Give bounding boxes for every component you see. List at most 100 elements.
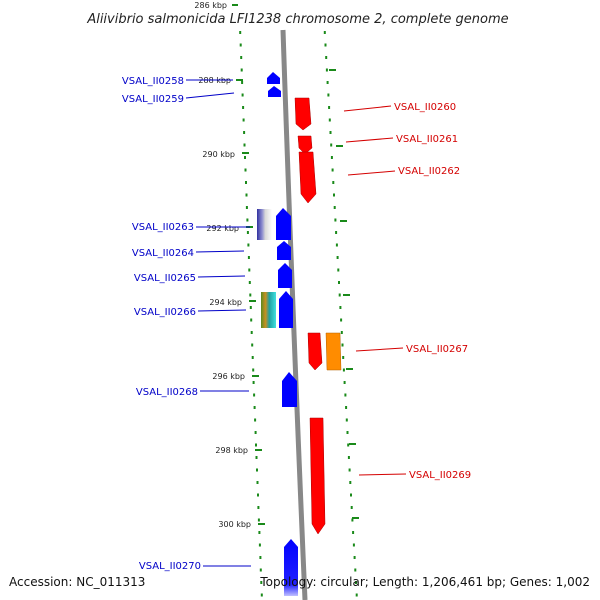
guide-dot-right <box>325 56 328 59</box>
guide-dot-right <box>351 518 354 522</box>
guide-dot-left <box>246 218 249 222</box>
leader-vsal-ii0259 <box>185 92 235 99</box>
guide-dot-left <box>240 56 243 59</box>
label-vsal-ii0260[interactable]: VSAL_II0260 <box>394 102 456 113</box>
gene-vsal-ii0270[interactable] <box>284 539 298 596</box>
gene-vsal-ii0268[interactable] <box>282 372 297 407</box>
gene-vsal-ii0269[interactable] <box>309 417 326 535</box>
leader-vsal-ii0261 <box>345 137 394 143</box>
leader-vsal-ii0267 <box>355 347 404 352</box>
gene-vsal-ii0265[interactable] <box>278 263 292 288</box>
label-vsal-ii0259[interactable]: VSAL_II0259 <box>122 94 184 105</box>
guide-dot-left <box>245 193 248 197</box>
tick-label-298: 298 kbp <box>215 446 248 455</box>
leader-vsal-ii0262 <box>347 170 396 176</box>
guide-dot-right <box>338 293 341 297</box>
guide-dot-right <box>350 493 352 497</box>
guide-dot-left <box>254 418 257 422</box>
gene-vsal-ii0266-b[interactable] <box>279 291 293 328</box>
guide-dot-right <box>335 231 338 234</box>
topology-text: Topology: circular; Length: 1,206,461 bp… <box>260 575 590 589</box>
guide-dot-left <box>259 568 262 572</box>
tick-label-296: 296 kbp <box>212 372 245 381</box>
gene-vsal-ii0259[interactable] <box>268 86 281 97</box>
tick-label-300: 300 kbp <box>218 520 251 529</box>
gene-vsal-ii0263-b[interactable] <box>276 208 291 240</box>
label-vsal-ii0262[interactable]: VSAL_II0262 <box>398 166 460 177</box>
guide-dot-left <box>247 256 250 259</box>
leader-vsal-ii0266 <box>197 309 247 312</box>
guide-dot-left <box>249 306 252 309</box>
guide-dot-right <box>349 481 352 484</box>
guide-dot-left <box>245 181 247 184</box>
tick-label-292: 292 kbp <box>206 224 239 233</box>
gene-vsal-ii0267-a[interactable] <box>307 332 323 371</box>
guide-dot-left <box>240 68 243 72</box>
label-vsal-ii0266[interactable]: VSAL_II0266 <box>134 307 196 318</box>
guide-dot-right <box>352 543 355 547</box>
guide-dot-right <box>342 356 345 359</box>
guide-dot-left <box>258 543 261 547</box>
guide-dot-left <box>243 131 246 134</box>
map-title: Aliivibrio salmonicida LFI1238 chromosom… <box>86 12 508 27</box>
label-vsal-ii0270[interactable]: VSAL_II0270 <box>139 561 201 572</box>
label-vsal-ii0265[interactable]: VSAL_II0265 <box>134 273 196 284</box>
guide-dot-right <box>337 268 340 272</box>
gene-vsal-ii0258[interactable] <box>267 72 280 84</box>
tick-label-290: 290 kbp <box>202 150 235 159</box>
guide-dot-right <box>332 181 335 184</box>
label-vsal-ii0267[interactable]: VSAL_II0267 <box>406 344 468 355</box>
guide-dot-right <box>355 581 357 584</box>
gene-vsal-ii0262[interactable] <box>298 151 317 204</box>
tick-label-294: 294 kbp <box>209 298 242 307</box>
guide-dot-right <box>340 318 343 322</box>
guide-dot-right <box>340 331 343 334</box>
leader-vsal-ii0269 <box>358 473 407 476</box>
guide-dot-left <box>251 343 254 347</box>
guide-dot-left <box>256 481 259 484</box>
guide-dot-left <box>242 118 245 122</box>
guide-dot-right <box>348 468 351 472</box>
guide-dot-left <box>258 531 261 534</box>
guide-dot-left <box>252 381 255 384</box>
guide-dot-right <box>346 431 349 434</box>
gene-vsal-ii0260[interactable] <box>294 97 312 131</box>
label-vsal-ii0269[interactable]: VSAL_II0269 <box>409 470 471 481</box>
label-vsal-ii0268[interactable]: VSAL_II0268 <box>136 387 198 398</box>
gene-vsal-ii0266-a[interactable] <box>261 292 276 328</box>
guide-dot-left <box>251 356 254 359</box>
guide-dot-left <box>241 81 244 84</box>
leader-vsal-ii0264 <box>195 250 245 253</box>
guide-dot-left <box>250 318 253 322</box>
guide-dot-left <box>239 31 242 34</box>
label-vsal-ii0264[interactable]: VSAL_II0264 <box>132 248 194 259</box>
guide-dot-right <box>329 131 332 134</box>
guide-dot-right <box>339 306 342 309</box>
label-vsal-ii0258[interactable]: VSAL_II0258 <box>122 76 184 87</box>
guide-dot-left <box>260 593 263 597</box>
gene-vsal-ii0263-a[interactable] <box>257 209 272 240</box>
guide-dot-left <box>255 456 258 459</box>
gene-vsal-ii0261[interactable] <box>297 135 313 155</box>
guide-dot-left <box>246 231 249 234</box>
label-vsal-ii0261[interactable]: VSAL_II0261 <box>396 134 458 145</box>
guide-dot-left <box>244 156 246 159</box>
guide-dot-left <box>252 368 255 372</box>
guide-dot-right <box>327 93 330 97</box>
guide-dot-right <box>338 281 340 284</box>
guide-dot-right <box>324 43 327 47</box>
gene-vsal-ii0267-b[interactable] <box>325 332 342 371</box>
guide-dot-right <box>331 168 334 172</box>
gene-vsal-ii0264[interactable] <box>277 241 291 260</box>
guide-dot-right <box>328 106 331 109</box>
guide-dots <box>239 31 358 597</box>
guide-dot-right <box>342 368 345 372</box>
accession-text: Accession: NC_011313 <box>9 575 146 589</box>
label-vsal-ii0263[interactable]: VSAL_II0263 <box>132 222 194 233</box>
guide-dot-right <box>334 218 337 222</box>
guide-dot-right <box>344 393 347 397</box>
guide-dot-left <box>260 581 263 584</box>
guide-dot-left <box>239 43 242 47</box>
leader-vsal-ii0265 <box>197 275 246 278</box>
guide-dot-right <box>354 568 357 572</box>
